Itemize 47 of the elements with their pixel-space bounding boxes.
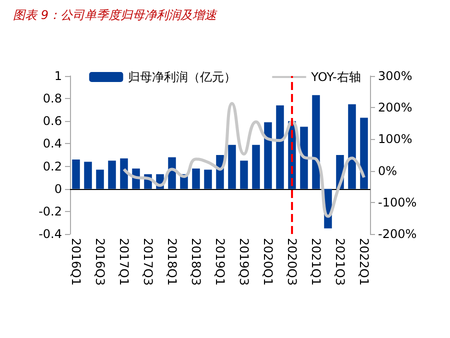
legend-label: YOY-右轴 bbox=[310, 70, 361, 84]
x-tick-label: 2018Q3 bbox=[189, 238, 203, 286]
y2-tick-label: -100% bbox=[378, 195, 417, 210]
y-tick-label: 1 bbox=[54, 69, 62, 83]
bar bbox=[312, 95, 320, 189]
x-tick-label: 2018Q1 bbox=[165, 238, 179, 286]
bar bbox=[108, 160, 116, 189]
y2-tick-label: -200% bbox=[378, 227, 417, 241]
x-tick-label: 2017Q3 bbox=[141, 238, 155, 286]
bar bbox=[276, 105, 284, 189]
legend-label: 归母净利润（亿元） bbox=[128, 70, 236, 84]
bar bbox=[204, 170, 212, 189]
x-tick-label: 2017Q1 bbox=[117, 238, 131, 286]
x-tick-label: 2016Q3 bbox=[93, 238, 107, 286]
chart-title: 图表 9：公司单季度归母净利润及增速 bbox=[13, 8, 218, 22]
y-tick-label: 0.2 bbox=[42, 159, 62, 174]
bar bbox=[96, 170, 104, 189]
y-tick-label: 0.4 bbox=[42, 136, 62, 151]
y-tick-label: 0.6 bbox=[42, 114, 62, 128]
x-tick-label: 2022Q1 bbox=[357, 238, 371, 286]
x-tick-label: 2021Q1 bbox=[309, 238, 323, 286]
x-tick-label: 2020Q3 bbox=[285, 238, 299, 286]
y2-tick-label: 300% bbox=[378, 69, 412, 83]
bar bbox=[252, 144, 260, 189]
x-tick-label: 2019Q3 bbox=[237, 238, 251, 286]
x-tick-label: 2020Q1 bbox=[261, 238, 275, 286]
bar bbox=[264, 122, 272, 189]
bar bbox=[240, 160, 248, 189]
bar bbox=[228, 144, 236, 189]
bar bbox=[300, 126, 308, 189]
y-tick-label: -0.2 bbox=[38, 204, 62, 218]
bar bbox=[360, 118, 368, 189]
x-tick-label: 2021Q3 bbox=[333, 238, 347, 286]
bar bbox=[84, 162, 92, 189]
y2-tick-label: 200% bbox=[378, 100, 412, 115]
y-tick-label: -0.4 bbox=[38, 227, 62, 241]
y-tick-label: 0.8 bbox=[42, 92, 62, 106]
x-tick-label: 2019Q1 bbox=[213, 238, 227, 286]
x-tick-label: 2016Q1 bbox=[69, 238, 83, 286]
bar bbox=[120, 158, 128, 189]
y2-tick-label: 0% bbox=[378, 164, 398, 178]
bar bbox=[72, 160, 80, 189]
y2-tick-label: 100% bbox=[378, 132, 412, 146]
line-series bbox=[122, 102, 366, 218]
bar bbox=[192, 168, 200, 189]
bar bbox=[348, 104, 356, 189]
y-tick-label: 0 bbox=[54, 182, 62, 196]
